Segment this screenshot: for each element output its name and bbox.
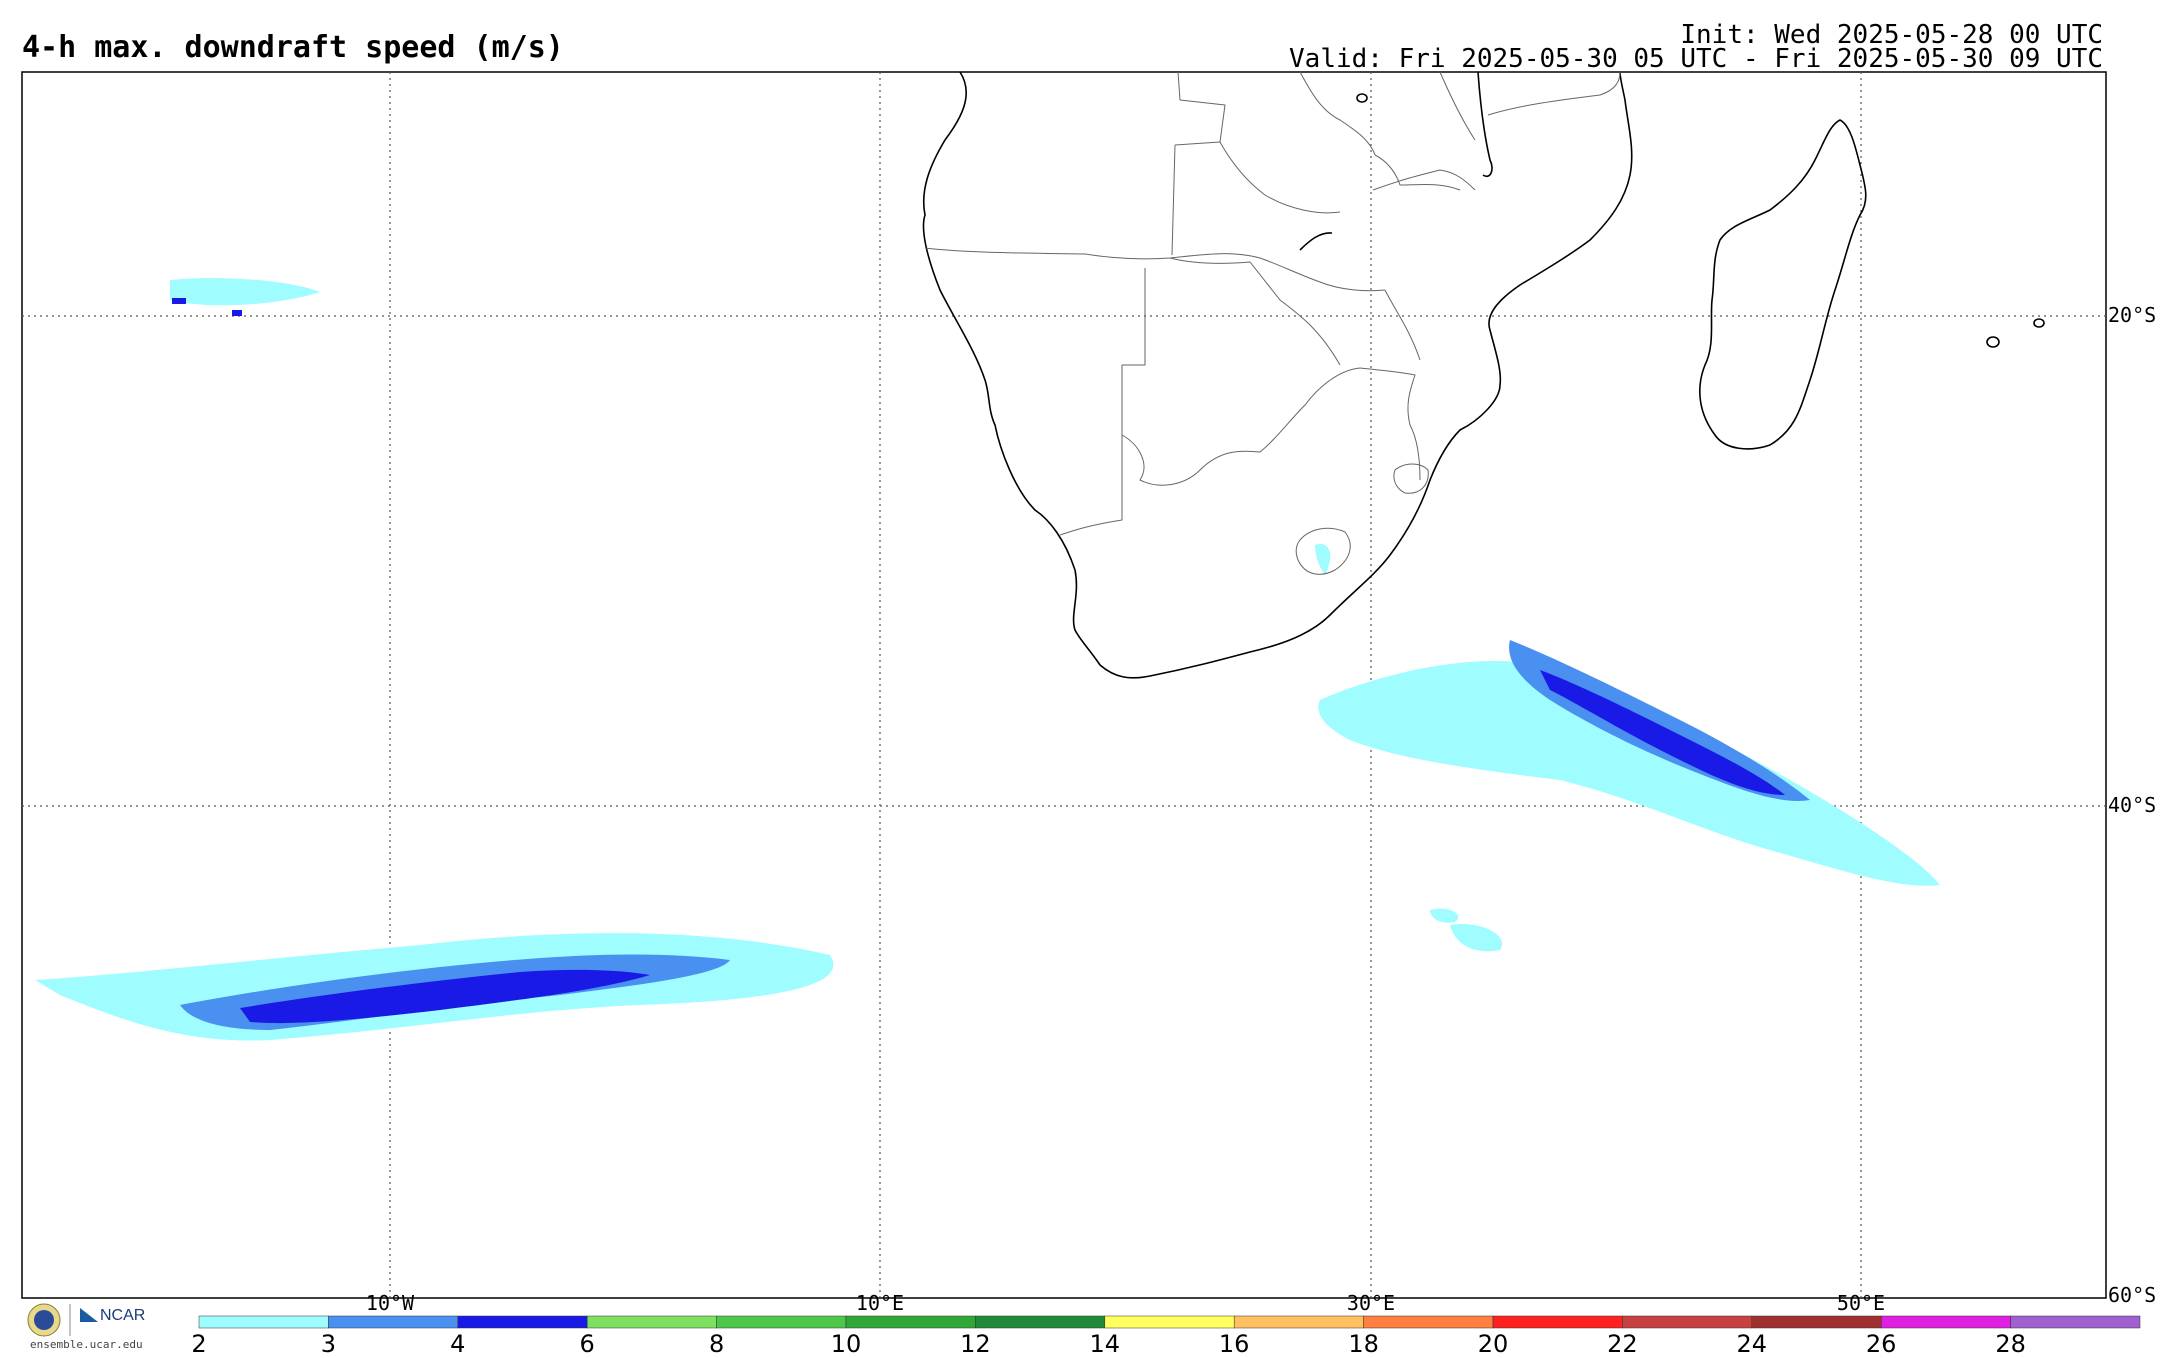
valid-time: Valid: Fri 2025-05-30 05 UTC - Fri 2025-… [1289,44,2103,74]
map-frame [21,71,2107,1299]
colorbar-tick: 8 [708,1330,725,1358]
colorbar-tick: 3 [320,1330,337,1358]
lon-label: 10°E [856,1291,904,1315]
colorbar-tick: 22 [1607,1330,1638,1358]
colorbar-swatch [1233,1315,1364,1329]
colorbar-tick: 12 [960,1330,991,1358]
ncar-logo [27,1303,98,1337]
colorbar-swatch [845,1315,976,1329]
colorbar-swatch [716,1315,847,1329]
colorbar-swatch [1363,1315,1494,1329]
colorbar-swatch [198,1315,329,1329]
colorbar-tick: 24 [1736,1330,1768,1358]
colorbar-tick: 26 [1865,1330,1897,1358]
colorbar-swatch [1880,1315,2011,1329]
colorbar-swatch [457,1315,588,1329]
lon-label: 30°E [1347,1291,1395,1315]
colorbar-swatch [1751,1315,1882,1329]
graticule [22,72,2106,1298]
colorbar-swatch [586,1315,717,1329]
country-borders [924,71,1621,575]
colorbar-tick: 18 [1348,1330,1379,1358]
colorbar-tick: 2 [191,1330,207,1358]
colorbar-tick: 20 [1477,1330,1509,1358]
logo-url: ensemble.ucar.edu [30,1338,143,1351]
colorbar-swatch [328,1315,459,1329]
lat-labels: 20°S 40°S 60°S [2108,303,2156,1307]
downdraft-field [35,278,1940,1041]
lon-label: 50°E [1837,1291,1885,1315]
colorbar-tick: 14 [1089,1330,1121,1358]
colorbar-swatch [1492,1315,1623,1329]
lat-label: 20°S [2108,303,2156,327]
madagascar-outline [1699,119,1867,450]
colorbar-tick: 28 [1995,1330,2026,1358]
colorbar-tick: 6 [579,1330,595,1358]
init-time: Init: Wed 2025-05-28 00 UTC [1680,20,2103,50]
colorbar-swatch [2010,1315,2141,1329]
lat-label: 40°S [2108,793,2156,817]
africa-coastline [922,71,1633,679]
page-title: 4-h max. downdraft speed (m/s) [22,30,564,65]
ncar-label: NCAR [100,1307,146,1324]
land-outlines [922,71,2045,679]
lon-labels: 10°W 10°E 30°E 50°E [366,1291,1885,1315]
colorbar [198,1315,2141,1329]
colorbar-tick: 10 [830,1330,862,1358]
colorbar-swatch [975,1315,1106,1329]
lon-label: 10°W [366,1291,415,1315]
lat-label: 60°S [2108,1283,2156,1307]
colorbar-tick: 16 [1218,1330,1250,1358]
colorbar-tick: 4 [450,1330,466,1358]
colorbar-swatch [1622,1315,1753,1329]
colorbar-swatch [1104,1315,1235,1329]
